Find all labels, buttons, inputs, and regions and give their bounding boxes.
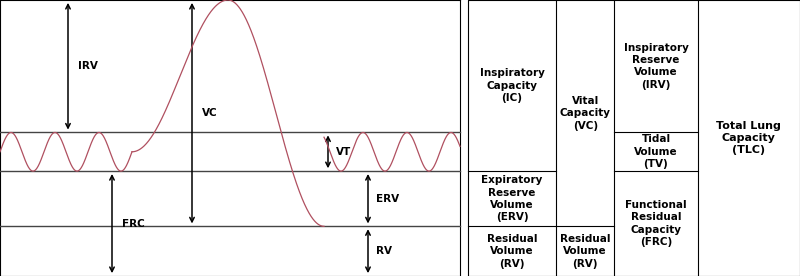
Text: Expiratory
Reserve
Volume
(ERV): Expiratory Reserve Volume (ERV) xyxy=(482,175,542,222)
Text: VT: VT xyxy=(336,147,351,157)
Text: Residual
Volume
(RV): Residual Volume (RV) xyxy=(486,234,538,269)
Text: Tidal
Volume
(TV): Tidal Volume (TV) xyxy=(634,134,678,169)
Text: Functional
Residual
Capacity
(FRC): Functional Residual Capacity (FRC) xyxy=(625,200,687,247)
Text: VC: VC xyxy=(202,108,218,118)
Text: Inspiratory
Reserve
Volume
(IRV): Inspiratory Reserve Volume (IRV) xyxy=(623,43,689,90)
Text: Vital
Capacity
(VC): Vital Capacity (VC) xyxy=(560,96,610,131)
Text: Residual
Volume
(RV): Residual Volume (RV) xyxy=(560,234,610,269)
Text: ERV: ERV xyxy=(376,194,399,204)
Text: RV: RV xyxy=(376,246,392,256)
Text: FRC: FRC xyxy=(122,219,144,229)
Text: Inspiratory
Capacity
(IC): Inspiratory Capacity (IC) xyxy=(479,68,545,103)
Text: IRV: IRV xyxy=(78,61,98,71)
Text: Total Lung
Capacity
(TLC): Total Lung Capacity (TLC) xyxy=(716,121,782,155)
